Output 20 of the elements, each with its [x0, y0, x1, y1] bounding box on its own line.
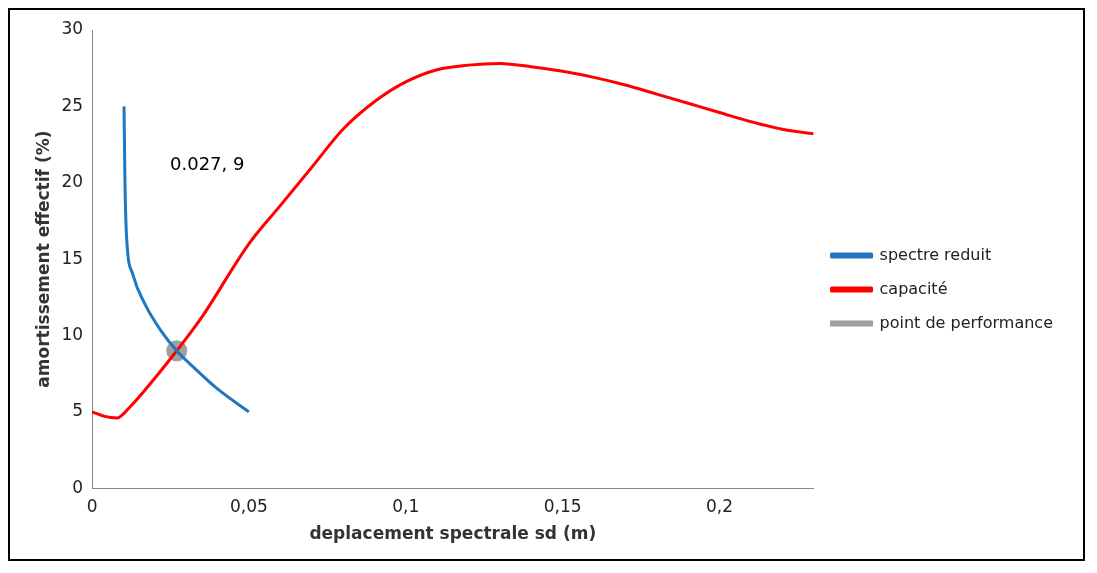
y-tick-label: 25 [61, 94, 84, 115]
y-tick-label: 20 [61, 171, 84, 192]
y-tick-label: 0 [72, 476, 84, 497]
x-tick-label: 0 [86, 495, 98, 516]
y-tick-label: 15 [61, 247, 84, 268]
line-series [122, 104, 251, 414]
legend-label: capacité [879, 278, 948, 298]
legend-label: point de performance [879, 312, 1054, 332]
annotation: 0.027, 9 [170, 153, 245, 174]
x-axis-title: deplacement spectrale sd (m) [309, 523, 597, 544]
x-tick-label: 0,1 [392, 495, 420, 516]
y-tick-label: 30 [61, 18, 84, 39]
x-tick-label: 0,15 [543, 495, 582, 516]
y-tick-label: 10 [61, 323, 84, 344]
x-tick-label: 0,2 [705, 495, 733, 516]
y-tick-label: 5 [72, 400, 84, 421]
x-tick-label: 0,05 [229, 495, 268, 516]
line-series [92, 62, 814, 420]
y-axis-title: amortissement effectif (%) [32, 130, 53, 388]
legend-label: spectre reduit [879, 244, 992, 264]
